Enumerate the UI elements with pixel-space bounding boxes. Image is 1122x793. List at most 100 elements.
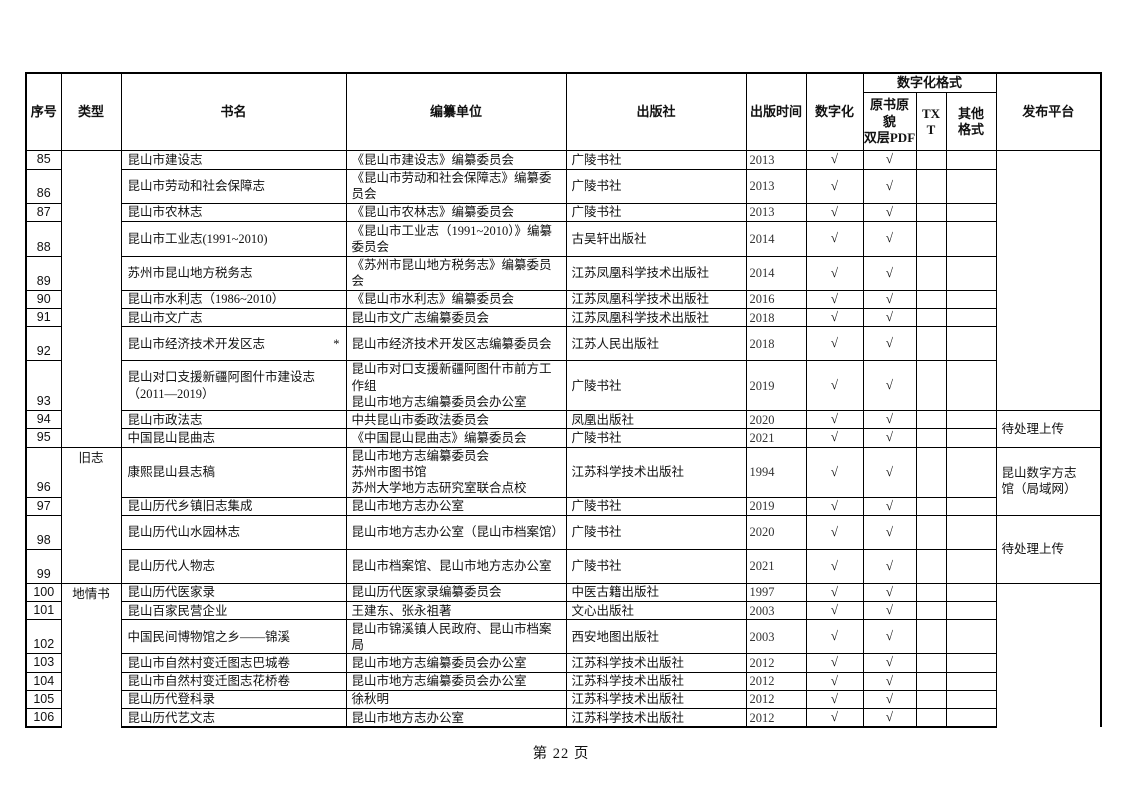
platform-cell: 待处理上传	[995, 514, 1103, 584]
publisher-cell: 江苏科学技术出版社	[565, 708, 747, 729]
title-cell: 昆山市政法志	[120, 409, 347, 430]
pdf-check-cell: √	[862, 496, 917, 516]
pdf-check-cell: √	[862, 689, 917, 710]
compiler-cell: 《昆山市劳动和社会保障志》编纂委员会	[345, 168, 567, 204]
digitized-check-cell: √	[805, 428, 864, 448]
seq-cell: 92	[25, 326, 62, 362]
year-cell: 2003	[745, 619, 807, 655]
seq-cell: 100	[25, 582, 62, 603]
seq-cell: 91	[25, 307, 62, 328]
digitized-check-cell: √	[805, 409, 864, 430]
other-format-cell	[945, 360, 997, 411]
pdf-check-cell: √	[862, 150, 917, 170]
col-header-pub-time: 出版时间	[745, 72, 807, 152]
txt-cell	[915, 168, 947, 204]
year-cell: 2016	[745, 289, 807, 310]
publisher-cell: 广陵书社	[565, 428, 747, 448]
txt-cell	[915, 360, 947, 411]
pdf-check-cell: √	[862, 582, 917, 603]
pdf-check-cell: √	[862, 653, 917, 673]
table-row: 92 昆山市经济技术开发区志 * 昆山市经济技术开发区志编纂委员会 江苏人民出版社…	[25, 326, 1101, 362]
platform-cell: 昆山数字方志 馆（局域网）	[995, 446, 1103, 516]
digitized-check-cell: √	[805, 168, 864, 204]
title-cell: 苏州市昆山地方税务志	[120, 255, 347, 291]
year-cell: 2013	[745, 150, 807, 170]
other-format-cell	[945, 168, 997, 204]
title-cell: 昆山市文广志	[120, 307, 347, 328]
title-cell: 昆山历代登科录	[120, 689, 347, 710]
seq-cell: 98	[25, 514, 62, 550]
year-cell: 2019	[745, 496, 807, 516]
table-row: 103 昆山市自然村变迁图志巴城卷 昆山市地方志编纂委员会办公室 江苏科学技术出…	[25, 653, 1101, 673]
pdf-check-cell: √	[862, 548, 917, 584]
seq-cell: 90	[25, 289, 62, 310]
digitized-check-cell: √	[805, 600, 864, 621]
year-cell: 2012	[745, 689, 807, 710]
pdf-check-cell: √	[862, 514, 917, 550]
publisher-cell: 广陵书社	[565, 202, 747, 222]
table-row: 97 昆山历代乡镇旧志集成 昆山市地方志办公室 广陵书社 2019 √ √	[25, 496, 1101, 516]
type-group-cell	[60, 150, 122, 448]
table-row: 87 昆山市农林志 《昆山市农林志》编纂委员会 广陵书社 2013 √ √	[25, 202, 1101, 222]
year-cell: 2018	[745, 307, 807, 328]
year-cell: 2020	[745, 409, 807, 430]
table-row: 86 昆山市劳动和社会保障志 《昆山市劳动和社会保障志》编纂委员会 广陵书社 2…	[25, 168, 1101, 204]
txt-cell	[915, 619, 947, 655]
other-format-cell	[945, 446, 997, 498]
title-cell: 昆山历代医家录	[120, 582, 347, 603]
table-row: 90 昆山市水利志（1986~2010） 《昆山市水利志》编纂委员会 江苏凤凰科…	[25, 289, 1101, 310]
txt-cell	[915, 409, 947, 430]
year-cell: 2020	[745, 514, 807, 550]
table-row: 101 昆山百家民营企业 王建东、张永祖著 文心出版社 2003 √ √	[25, 600, 1101, 621]
seq-cell: 93	[25, 360, 62, 411]
publisher-cell: 古吴轩出版社	[565, 220, 747, 257]
title-cell: 昆山市水利志（1986~2010）	[120, 289, 347, 310]
table-row: 102 中国民间博物馆之乡——锦溪 昆山市锦溪镇人民政府、昆山市档案局 西安地图…	[25, 619, 1101, 655]
compiler-cell: 《中国昆山昆曲志》编纂委员会	[345, 428, 567, 448]
table-header: 序号 类型 书名 编纂单位 出版社 出版时间 数字化 数字化格式 发布平台 原书…	[25, 72, 1103, 152]
other-format-cell	[945, 307, 997, 328]
txt-cell	[915, 428, 947, 448]
pdf-check-cell: √	[862, 360, 917, 411]
txt-cell	[915, 600, 947, 621]
year-cell: 2014	[745, 220, 807, 257]
pdf-check-cell: √	[862, 619, 917, 655]
digitized-check-cell: √	[805, 326, 864, 362]
publisher-cell: 凤凰出版社	[565, 409, 747, 430]
title-cell: 中国民间博物馆之乡——锦溪	[120, 619, 347, 655]
compiler-cell: 中共昆山市委政法委员会	[345, 409, 567, 430]
year-cell: 2021	[745, 548, 807, 584]
txt-cell	[915, 307, 947, 328]
table-row: 89 苏州市昆山地方税务志 《苏州市昆山地方税务志》编纂委员会 江苏凤凰科学技术…	[25, 255, 1101, 291]
other-format-cell	[945, 600, 997, 621]
txt-cell	[915, 582, 947, 603]
seq-cell: 95	[25, 428, 62, 448]
txt-cell	[915, 220, 947, 257]
compiler-cell: 昆山市锦溪镇人民政府、昆山市档案局	[345, 619, 567, 655]
page-number: 第 22 页	[532, 746, 590, 762]
seq-cell: 99	[25, 548, 62, 584]
year-cell: 2012	[745, 708, 807, 729]
title-cell: 昆山市建设志	[120, 150, 347, 170]
other-format-cell	[945, 708, 997, 729]
title-cell: 昆山市自然村变迁图志花桥卷	[120, 671, 347, 691]
title-cell: 昆山历代人物志	[120, 548, 347, 584]
txt-cell	[915, 446, 947, 498]
pdf-check-cell: √	[862, 255, 917, 291]
table-row: 85 昆山市建设志 《昆山市建设志》编纂委员会 广陵书社 2013 √ √	[25, 150, 1103, 448]
table-row: 88 昆山市工业志(1991~2010) 《昆山市工业志（1991~2010）》…	[25, 220, 1101, 257]
year-cell: 2021	[745, 428, 807, 448]
other-format-cell	[945, 150, 997, 170]
txt-cell	[915, 255, 947, 291]
table-row: 100 地情书 昆山历代医家录 昆山历代医家录编纂委员会 中医古籍出版社 199…	[25, 582, 1103, 728]
other-format-cell	[945, 689, 997, 710]
col-header-format-txt: TXT	[915, 92, 947, 152]
digitized-check-cell: √	[805, 360, 864, 411]
table-row: 104 昆山市自然村变迁图志花桥卷 昆山市地方志编纂委员会办公室 江苏科学技术出…	[25, 671, 1101, 691]
other-format-cell	[945, 619, 997, 655]
pdf-check-cell: √	[862, 220, 917, 257]
compiler-cell: 昆山市地方志办公室（昆山市档案馆）	[345, 514, 567, 550]
year-cell: 2012	[745, 671, 807, 691]
txt-cell	[915, 708, 947, 729]
txt-cell	[915, 653, 947, 673]
